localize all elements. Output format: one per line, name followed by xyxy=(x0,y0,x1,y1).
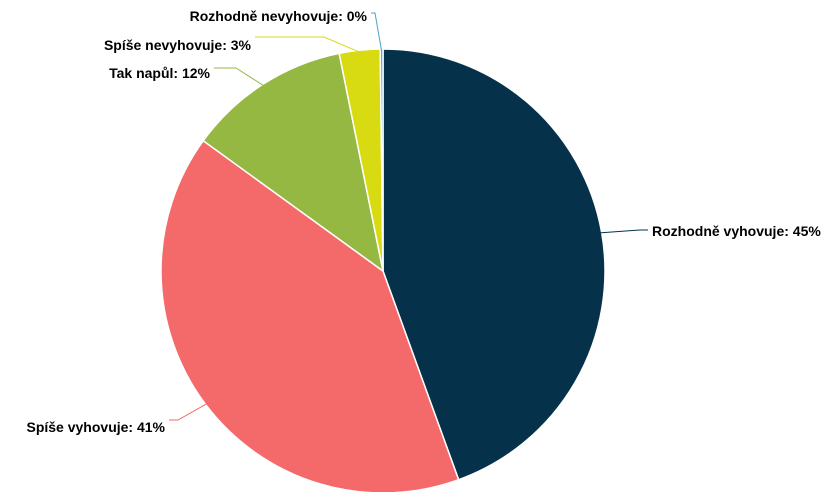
pie-slice xyxy=(202,52,385,273)
leader-line xyxy=(255,36,360,53)
leader-line xyxy=(599,229,648,234)
leader-line xyxy=(169,402,208,421)
leader-line xyxy=(371,12,383,52)
data-label: Rozhodně vyhovuje: 45% xyxy=(652,223,821,239)
data-label: Spíše nevyhovuje: 3% xyxy=(104,37,252,53)
data-label: Tak napůl: 12% xyxy=(109,65,210,81)
leader-line xyxy=(214,67,265,87)
data-label: Rozhodně nevyhovuje: 0% xyxy=(190,8,368,24)
data-label: Spíše vyhovuje: 41% xyxy=(26,419,165,435)
